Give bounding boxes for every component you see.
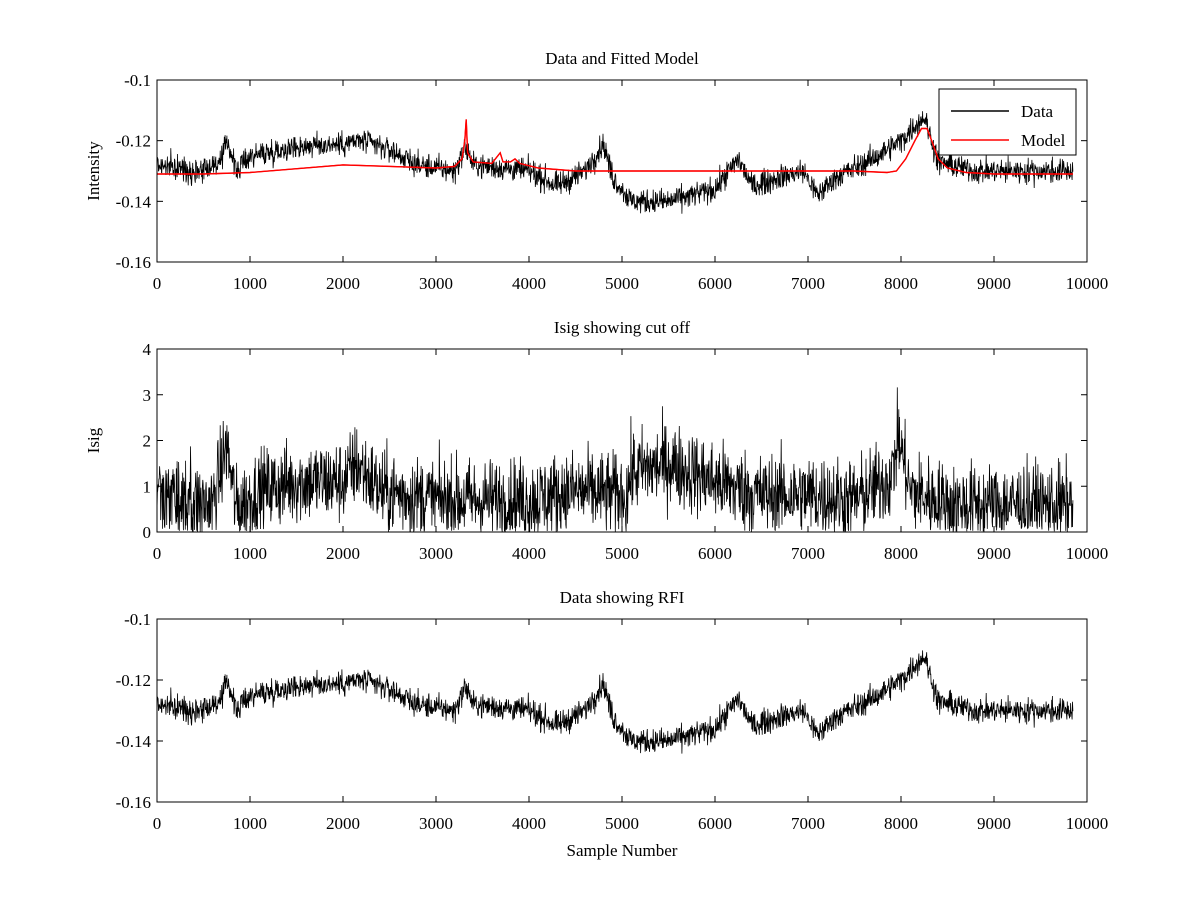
chart-title: Data showing RFI <box>560 588 685 607</box>
series-isig-line <box>157 387 1074 532</box>
y-tick-label: -0.1 <box>124 610 151 629</box>
x-tick-label: 6000 <box>698 274 732 293</box>
series-data-line <box>157 111 1074 214</box>
x-tick-label: 3000 <box>419 544 453 563</box>
legend-label-data: Data <box>1021 102 1054 121</box>
x-tick-label: 0 <box>153 814 162 833</box>
legend-box <box>938 88 1077 156</box>
x-tick-label: 8000 <box>884 274 918 293</box>
chart-panel-3: 0 1000 2000 3000 4000 5000 6000 7000 8000 9000 100… <box>116 588 1109 860</box>
legend: Data Model <box>938 88 1077 156</box>
x-tick-label: 5000 <box>605 274 639 293</box>
x-tick-label: 1000 <box>233 814 267 833</box>
x-axis-label: Sample Number <box>567 841 678 860</box>
x-tick-label: 1000 <box>233 544 267 563</box>
x-tick-label: 4000 <box>512 544 546 563</box>
y-tick-label: -0.12 <box>116 132 151 151</box>
y-axis-label: Intensity <box>84 141 103 201</box>
x-tick-label: 4000 <box>512 814 546 833</box>
x-tick-label: 3000 <box>419 814 453 833</box>
x-tick-label: 9000 <box>977 544 1011 563</box>
x-tick-label: 9000 <box>977 274 1011 293</box>
x-tick-label: 0 <box>153 274 162 293</box>
legend-label-model: Model <box>1021 131 1066 150</box>
y-tick-label: -0.16 <box>116 793 151 812</box>
x-tick-label: 9000 <box>977 814 1011 833</box>
y-tick-label: -0.14 <box>116 192 152 211</box>
x-tick-label: 1000 <box>233 274 267 293</box>
x-tick-label: 5000 <box>605 544 639 563</box>
chart-panel-1: 0 1000 2000 3000 4000 5000 6000 7000 8000 9000 100… <box>84 49 1108 293</box>
y-tick-label: -0.1 <box>124 71 151 90</box>
y-axis-label: Isig <box>84 427 103 453</box>
y-tick-label: 0 <box>143 523 152 542</box>
y-tick-label: -0.14 <box>116 732 152 751</box>
y-tick-label: -0.16 <box>116 253 151 272</box>
x-tick-label: 2000 <box>326 814 360 833</box>
series-data-line <box>157 650 1074 754</box>
series-model-line-overlay <box>157 119 1073 175</box>
x-tick-label: 10000 <box>1066 814 1109 833</box>
x-tick-label: 7000 <box>791 544 825 563</box>
chart-title: Isig showing cut off <box>554 318 690 337</box>
y-tick-label: 3 <box>143 386 152 405</box>
x-tick-label: 7000 <box>791 814 825 833</box>
y-tick-label: 1 <box>143 477 152 496</box>
y-tick-label: 4 <box>143 340 152 359</box>
x-tick-label: 8000 <box>884 544 918 563</box>
x-tick-label: 10000 <box>1066 544 1109 563</box>
chart-panel-2: 0 1000 2000 3000 4000 5000 6000 7000 8000 9000 100… <box>84 318 1108 563</box>
x-tick-label: 5000 <box>605 814 639 833</box>
y-tick-label: -0.12 <box>116 671 151 690</box>
x-tick-label: 8000 <box>884 814 918 833</box>
x-tick-label: 2000 <box>326 544 360 563</box>
y-tick-label: 2 <box>143 432 152 451</box>
x-tick-label: 10000 <box>1066 274 1109 293</box>
x-tick-label: 2000 <box>326 274 360 293</box>
x-tick-label: 6000 <box>698 544 732 563</box>
x-tick-label: 4000 <box>512 274 546 293</box>
x-tick-label: 0 <box>153 544 162 563</box>
x-tick-label: 7000 <box>791 274 825 293</box>
x-tick-label: 6000 <box>698 814 732 833</box>
chart-title: Data and Fitted Model <box>545 49 699 68</box>
x-tick-label: 3000 <box>419 274 453 293</box>
